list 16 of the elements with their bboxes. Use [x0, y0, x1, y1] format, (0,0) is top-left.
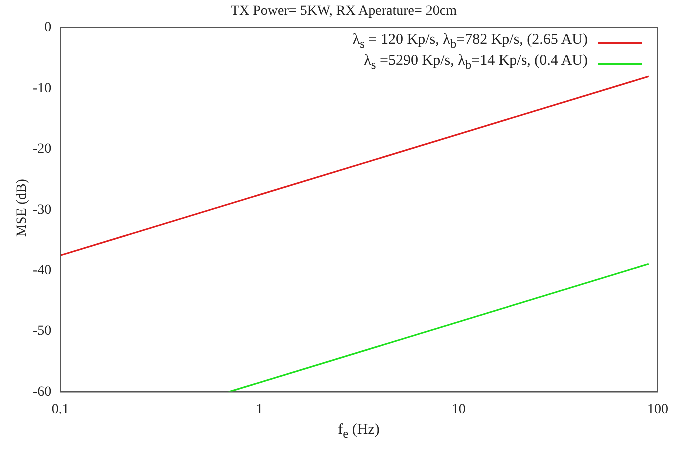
y-tick-label: 0	[44, 20, 52, 36]
x-tick-label: 100	[648, 402, 668, 418]
x-tick-label: 0.1	[52, 402, 70, 418]
y-tick-label: -20	[32, 142, 52, 158]
y-axis-title: MSE (dB)	[15, 178, 31, 239]
y-tick-label: -60	[32, 384, 52, 400]
x-axis-title: f$_{e}$ (Hz)	[337, 422, 381, 442]
y-tick-label: -30	[32, 202, 52, 218]
chart-title: TX Power= 5KW, RX Aperature= 20cm	[230, 4, 458, 20]
y-tick-label: -10	[32, 81, 52, 96]
legend-label: λ$_{s}$ =5290 Kp/s, λ$_{b}$=14 Kp/s, (0.4 AU)	[364, 53, 588, 74]
x-tick-label: 10	[452, 402, 466, 418]
legend-label: λ$_{s}$ = 120 Kp/s, λ$_{b}$=782 Kp/s, (2.65 AU)	[352, 32, 588, 53]
y-tick-label: -50	[32, 324, 52, 340]
y-tick-label: -40	[32, 263, 52, 278]
x-tick-label: 1	[256, 402, 264, 418]
